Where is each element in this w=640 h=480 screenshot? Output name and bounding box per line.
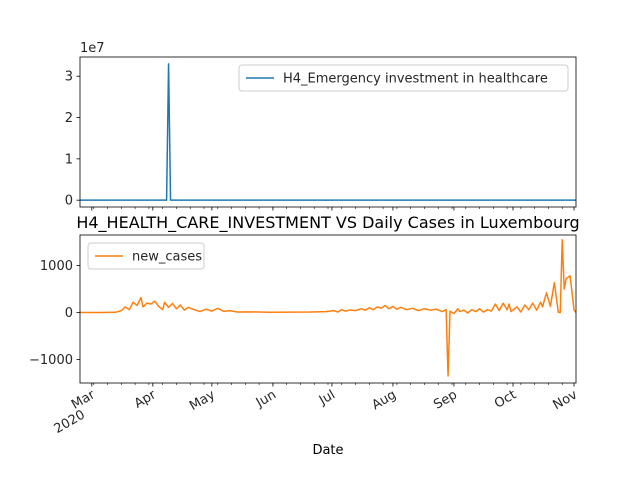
y-tick-label: 1 <box>65 152 73 167</box>
x-axis-label: Date <box>312 443 343 458</box>
x-tick-sublabel: 2020 <box>52 407 88 437</box>
legend-box <box>87 242 205 270</box>
x-tick-label: Jul <box>316 387 338 408</box>
y-tick-label: 2 <box>65 111 73 126</box>
series-line-new_cases <box>80 238 577 377</box>
series-line-H4_Emergency investment in healthcare <box>80 63 576 201</box>
y-offset-text: 1e7 <box>80 41 105 56</box>
y-tick-label: 3 <box>65 70 73 85</box>
legend-entry: new_cases <box>132 250 202 265</box>
x-tick-label: Aug <box>369 387 398 413</box>
axes-panel-2: −1000 0 1000 new_cases H4_HEALTH_CARE_INVEST… <box>29 213 580 387</box>
x-tick-label: Mar <box>69 387 98 413</box>
chart-title: H4_HEALTH_CARE_INVESTMENT VS Daily Cases… <box>76 213 579 233</box>
x-tick-label: Apr <box>132 387 160 412</box>
y-tick-label: −1000 <box>29 353 73 368</box>
legend: H4_Emergency investment in healthcare <box>238 64 569 92</box>
axes-panel-1: 0 1 2 3 1e7 H4_Emergency investment in health… <box>65 41 577 211</box>
legend-entry: H4_Emergency investment in healthcare <box>283 72 548 87</box>
x-tick-label: Jun <box>253 387 279 411</box>
x-tick-label: Oct <box>492 387 519 411</box>
legend-box <box>238 64 569 92</box>
x-tick-label: May <box>187 387 218 414</box>
x-tick-label: Sep <box>431 387 460 412</box>
legend: new_cases <box>87 242 205 270</box>
y-tick-label: 0 <box>65 194 73 209</box>
y-tick-label: 0 <box>65 306 73 321</box>
x-tick-label: Nov <box>551 387 581 413</box>
y-tick-label: 1000 <box>40 259 73 274</box>
